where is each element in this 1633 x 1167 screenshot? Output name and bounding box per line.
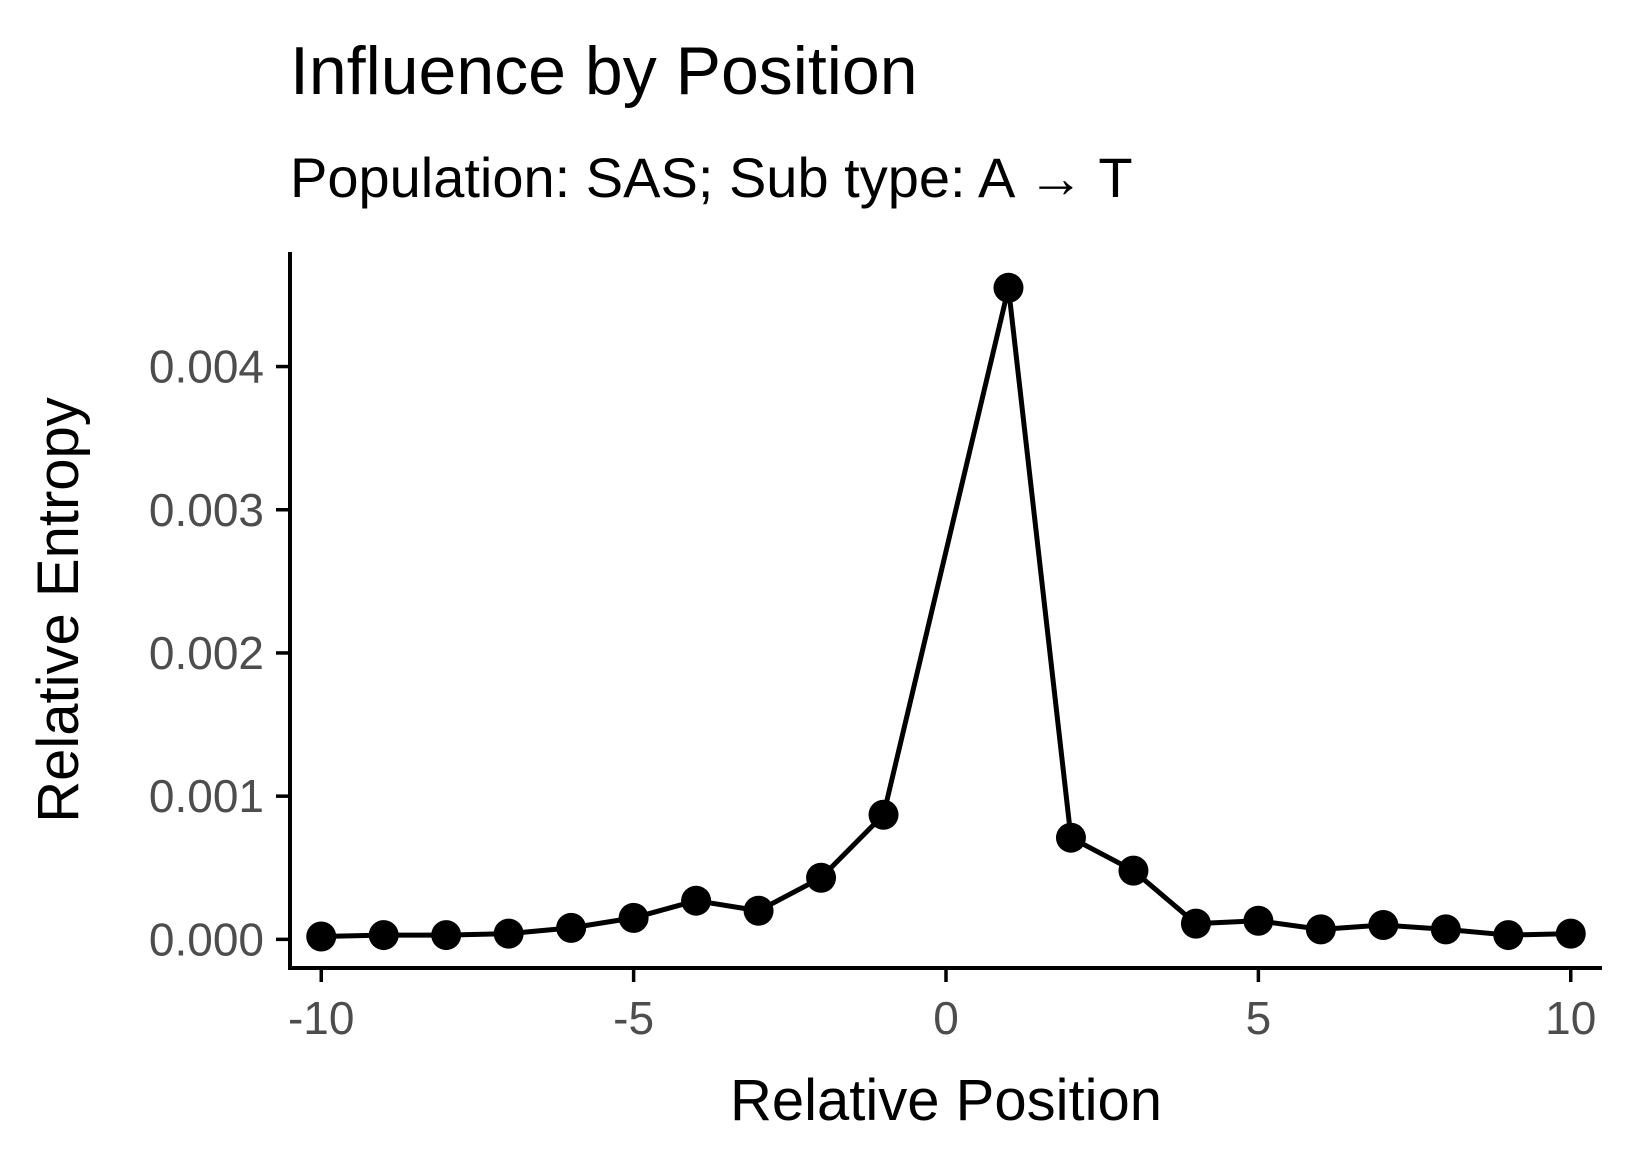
data-point (1055, 822, 1086, 853)
x-tick-label: 5 (1246, 992, 1272, 1044)
data-point (1118, 855, 1149, 886)
data-point (1493, 920, 1524, 951)
data-point (868, 799, 899, 830)
data-point (1430, 914, 1461, 945)
data-point (493, 918, 524, 949)
data-point (681, 885, 712, 916)
y-tick-label: 0.003 (149, 484, 264, 536)
chart-subtitle: Population: SAS; Sub type: A → T (290, 146, 1133, 209)
data-point (556, 912, 587, 943)
data-point (1180, 908, 1211, 939)
data-point (431, 920, 462, 951)
x-axis-title: Relative Position (730, 1068, 1162, 1133)
series-line (321, 285, 1571, 939)
y-axis-title: Relative Entropy (26, 397, 91, 823)
y-tick-label: 0.002 (149, 627, 264, 679)
x-tick-label: 10 (1545, 992, 1596, 1044)
data-point (1243, 905, 1274, 936)
x-axis-ticks: -10 -5 0 5 10 (288, 968, 1596, 1044)
series-layer (306, 272, 1586, 952)
y-tick-label: 0.000 (149, 913, 264, 965)
data-point (306, 921, 337, 952)
data-point (1368, 910, 1399, 941)
data-point (743, 895, 774, 926)
x-tick-label: -10 (288, 992, 354, 1044)
y-axis-ticks: 0.000 0.001 0.002 0.003 0.004 (149, 341, 290, 965)
data-point (618, 902, 649, 933)
data-point (1305, 914, 1336, 945)
y-tick-label: 0.001 (149, 770, 264, 822)
x-tick-label: -5 (613, 992, 654, 1044)
data-point (368, 920, 399, 951)
chart-title: Influence by Position (290, 33, 918, 109)
data-point (993, 272, 1024, 303)
y-tick-label: 0.004 (149, 341, 264, 393)
data-point (1555, 918, 1586, 949)
x-tick-label: 0 (933, 992, 959, 1044)
data-point (806, 862, 837, 893)
